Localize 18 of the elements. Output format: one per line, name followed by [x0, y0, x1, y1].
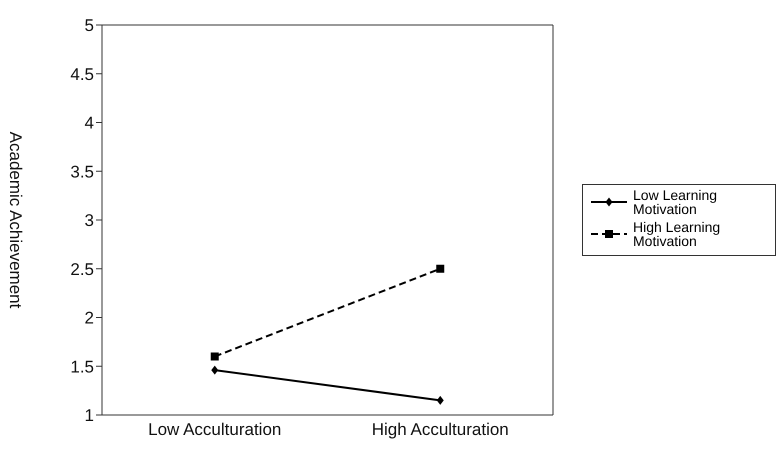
y-axis-title: Academic Achievement: [6, 132, 25, 309]
legend-label: High Learning Motivation: [633, 219, 722, 249]
y-tick-label: 2: [84, 308, 94, 328]
legend-label: Low Learning Motivation: [633, 187, 718, 217]
x-tick-label: High Acculturation: [372, 420, 509, 440]
y-tick-label: 1: [84, 406, 94, 426]
y-tick-label: 4: [84, 114, 94, 133]
y-tick-label: 3: [84, 211, 94, 230]
y-tick-label: 4.5: [70, 64, 94, 84]
point: [211, 366, 218, 375]
point: [436, 396, 444, 405]
point: [210, 352, 219, 360]
y-tick-label: 2.5: [70, 260, 94, 279]
y-tick-label: 5: [84, 16, 94, 36]
x-tick-label: Low Acculturation: [148, 420, 282, 440]
y-tick-label: 1.5: [70, 357, 94, 376]
y-tick-label: 3.5: [70, 162, 94, 182]
point: [436, 264, 444, 273]
